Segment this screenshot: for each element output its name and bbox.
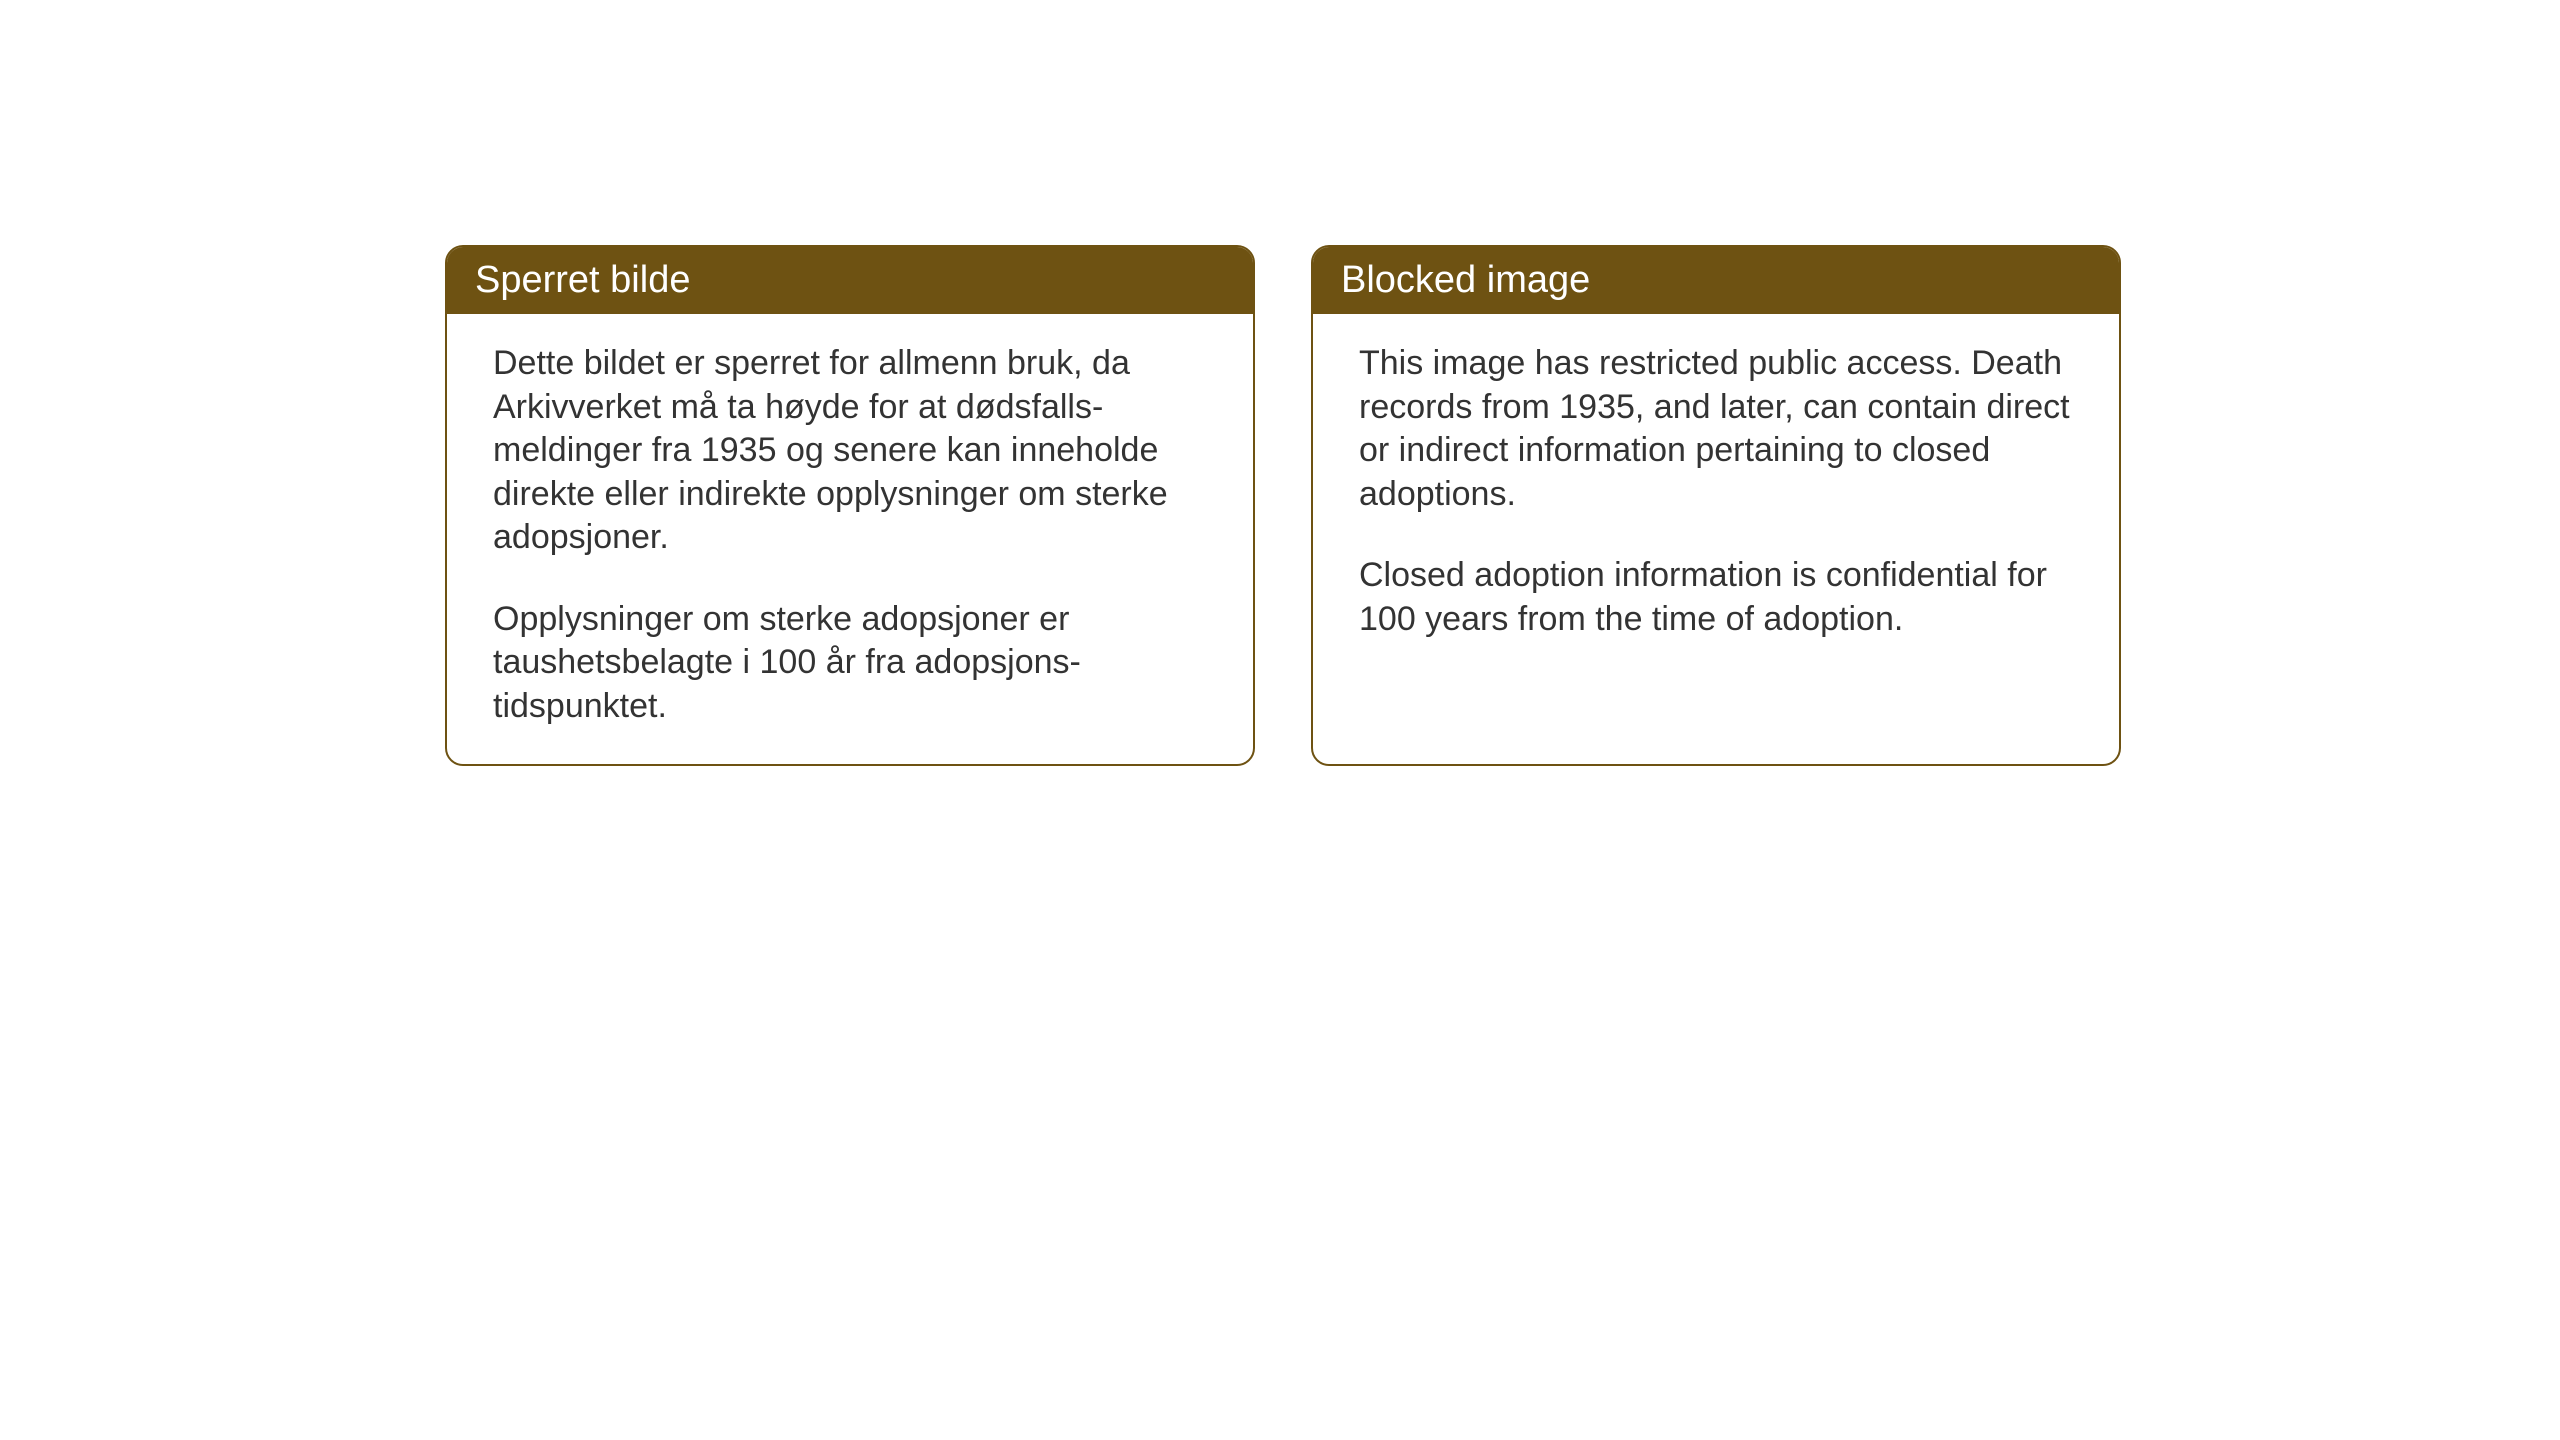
card-body-english: This image has restricted public access.… xyxy=(1313,314,2119,677)
notice-card-english: Blocked image This image has restricted … xyxy=(1311,245,2121,766)
paragraph-english-1: This image has restricted public access.… xyxy=(1359,342,2073,516)
notice-container: Sperret bilde Dette bildet er sperret fo… xyxy=(445,245,2121,766)
notice-card-norwegian: Sperret bilde Dette bildet er sperret fo… xyxy=(445,245,1255,766)
card-body-norwegian: Dette bildet er sperret for allmenn bruk… xyxy=(447,314,1253,764)
paragraph-norwegian-2: Opplysninger om sterke adopsjoner er tau… xyxy=(493,598,1207,729)
card-header-english: Blocked image xyxy=(1313,247,2119,314)
card-header-norwegian: Sperret bilde xyxy=(447,247,1253,314)
paragraph-english-2: Closed adoption information is confident… xyxy=(1359,554,2073,641)
paragraph-norwegian-1: Dette bildet er sperret for allmenn bruk… xyxy=(493,342,1207,560)
